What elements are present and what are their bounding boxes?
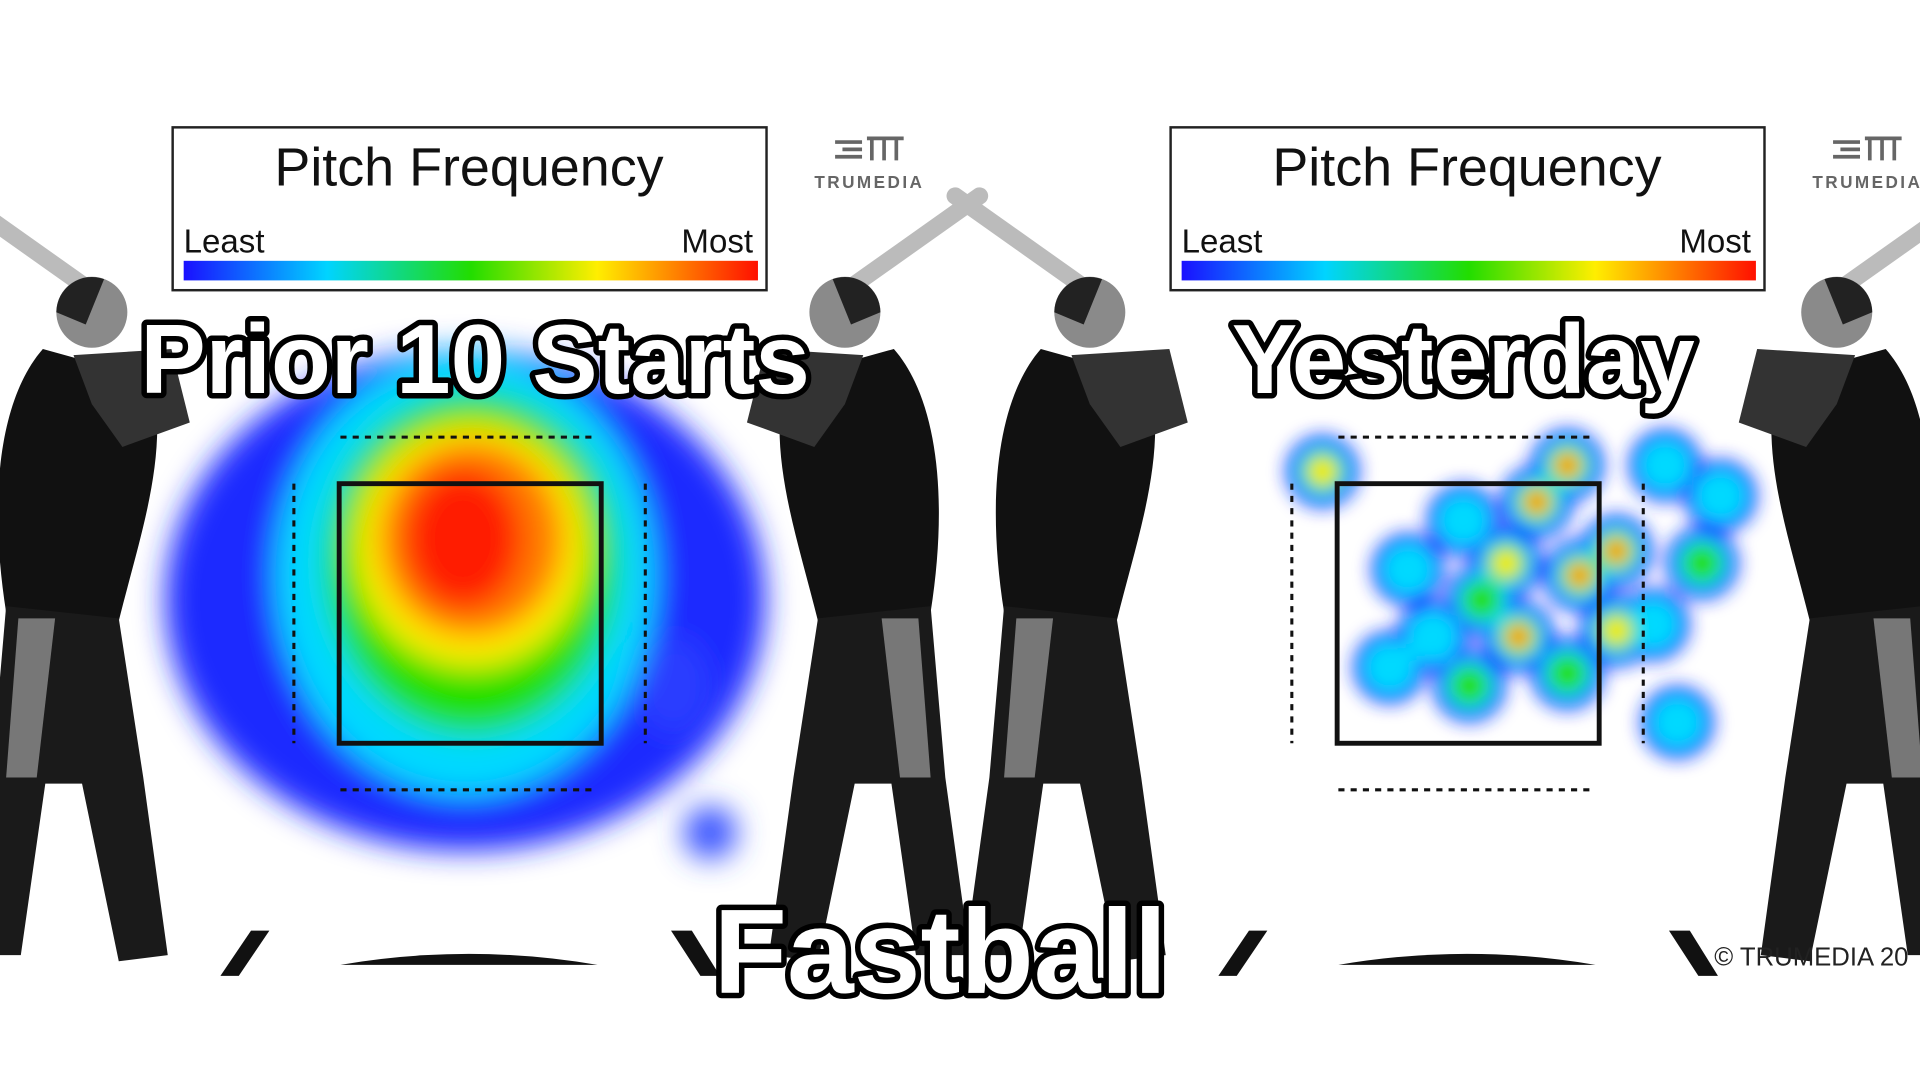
- batter-box-line: [671, 930, 720, 976]
- heat-spot: [1626, 597, 1680, 652]
- shape: [1739, 196, 1920, 961]
- heat-spot: [1462, 580, 1502, 620]
- shape: [955, 196, 1188, 961]
- heat-spot: [1381, 542, 1436, 597]
- heat-spot: [1602, 617, 1630, 645]
- legend-title: Pitch Frequency: [274, 138, 663, 198]
- batter-box-line: [1668, 930, 1718, 976]
- logo-mark: [835, 136, 904, 161]
- legend-high: Most: [1679, 223, 1751, 260]
- heat-blob: [683, 805, 738, 860]
- panel-label: Prior 10 Starts: [140, 304, 810, 414]
- logo-text: TRUMEDIA: [814, 172, 924, 192]
- heat-spot: [1571, 566, 1589, 585]
- heat-spot: [1449, 666, 1489, 706]
- heatmap: [1285, 428, 1758, 760]
- heat-blob: [636, 636, 711, 735]
- legend-title: Pitch Frequency: [1272, 138, 1661, 198]
- legend-high: Most: [681, 223, 753, 260]
- legend-gradient: [183, 260, 758, 281]
- logo-mark: [1833, 136, 1902, 161]
- heat-spot: [1638, 438, 1693, 493]
- batter-box-line: [1218, 930, 1268, 976]
- heat-spot: [1682, 543, 1722, 583]
- heat-spot: [1547, 653, 1587, 694]
- heat-spot: [1405, 609, 1460, 664]
- heat-spot: [1558, 456, 1576, 474]
- heat-spot: [1693, 468, 1748, 523]
- heatmap: [165, 348, 766, 860]
- heat-blob: [404, 467, 522, 610]
- home-plate: [340, 953, 598, 965]
- strike-zone: [336, 481, 604, 746]
- heat-spot: [1436, 493, 1491, 548]
- strike-zone: [1334, 481, 1602, 746]
- heat-spot: [1362, 640, 1417, 695]
- heat-spot: [1492, 549, 1520, 577]
- batter-box-line: [220, 930, 270, 976]
- heat-spot: [1308, 457, 1336, 485]
- copyright: © TRUMEDIA 20: [1714, 944, 1908, 972]
- caption: Fastball: [714, 885, 1167, 1019]
- heat-spot: [1528, 493, 1546, 511]
- legend-gradient: [1181, 260, 1756, 281]
- heat-spot: [1650, 695, 1705, 750]
- home-plate: [1338, 953, 1596, 965]
- panel-label: Yesterday: [1232, 304, 1695, 414]
- legend-low: Least: [1182, 223, 1263, 260]
- logo-text: TRUMEDIA: [1812, 172, 1920, 192]
- heat-spot: [1509, 628, 1527, 646]
- legend-low: Least: [184, 223, 265, 260]
- heat-spot: [1607, 542, 1625, 560]
